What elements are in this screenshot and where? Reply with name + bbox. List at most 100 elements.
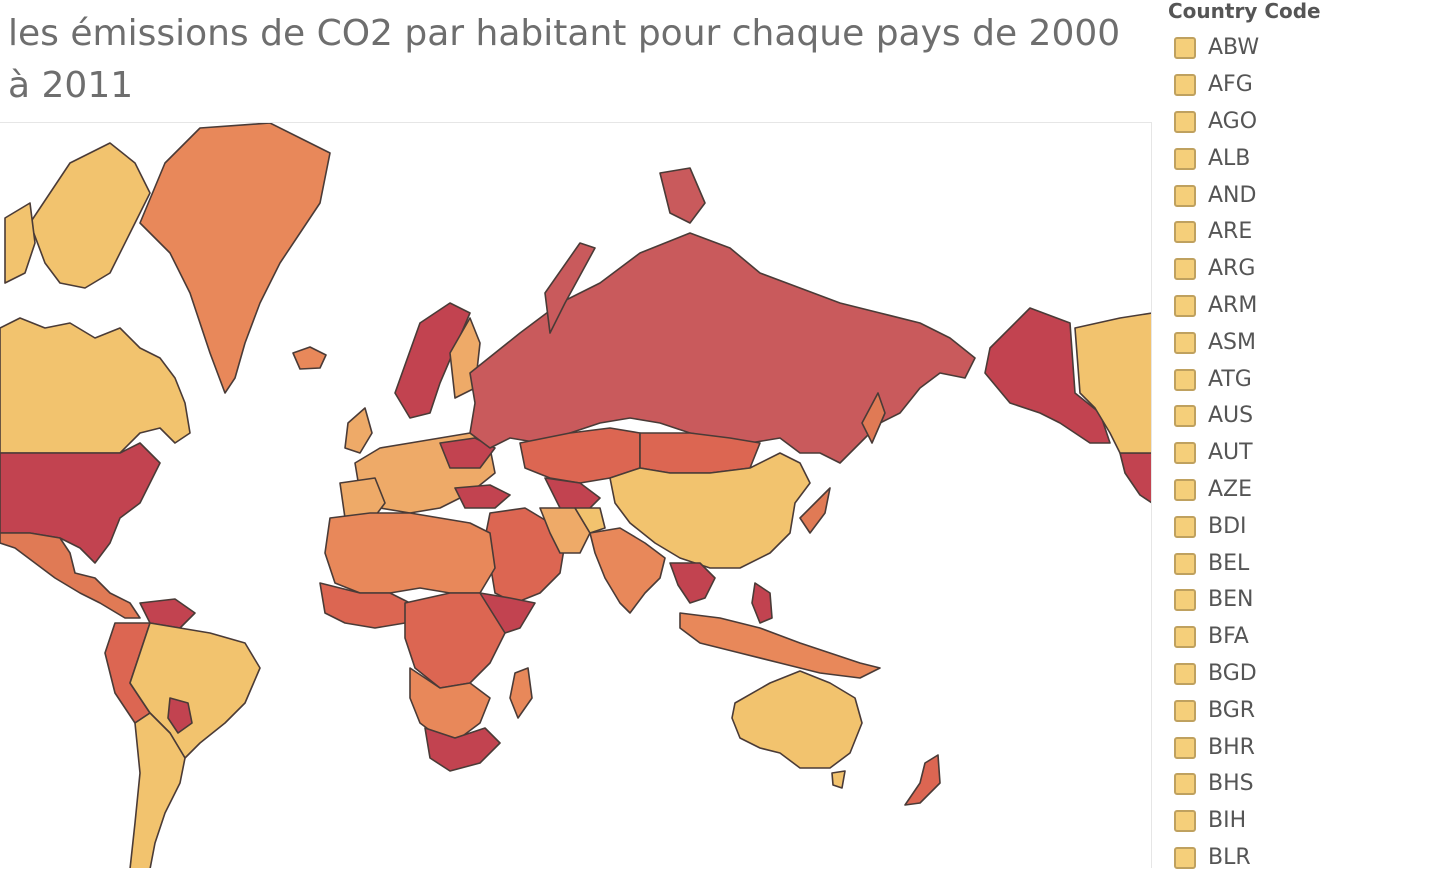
legend-item-aut[interactable]: AUT (1174, 435, 1259, 472)
legend-label: ARE (1208, 219, 1253, 245)
map-region-taymyr[interactable] (659, 167, 706, 224)
legend-swatch (1174, 589, 1196, 612)
legend-item-afg[interactable]: AFG (1174, 67, 1259, 104)
map-region-alaska[interactable] (984, 307, 1111, 444)
legend-item-are[interactable]: ARE (1174, 214, 1259, 251)
legend-swatch (1174, 552, 1196, 575)
legend-label: BFA (1208, 624, 1249, 650)
map-region-arctic-islands-2[interactable] (4, 202, 36, 284)
legend-swatch (1174, 221, 1196, 244)
map-region-east-africa[interactable] (479, 592, 536, 634)
map-region-southern-africa[interactable] (409, 667, 491, 739)
map-region-canada[interactable] (0, 317, 191, 454)
map-region-mexico[interactable] (0, 532, 141, 619)
legend-item-ben[interactable]: BEN (1174, 582, 1259, 619)
legend-item-arm[interactable]: ARM (1174, 288, 1259, 325)
legend-swatch (1174, 773, 1196, 796)
map-region-venezuela[interactable] (139, 598, 196, 629)
map-region-iceland[interactable] (292, 346, 327, 370)
legend-label: BGR (1208, 697, 1256, 723)
map-region-madagascar[interactable] (509, 667, 533, 719)
legend-item-aus[interactable]: AUS (1174, 398, 1259, 435)
legend-label: BEL (1208, 550, 1250, 576)
legend-item-bhs[interactable]: BHS (1174, 766, 1259, 803)
map-region-central-africa[interactable] (404, 592, 506, 689)
map-region-paraguay[interactable] (167, 697, 193, 734)
legend-item-and[interactable]: AND (1174, 177, 1259, 214)
legend-item-bdi[interactable]: BDI (1174, 508, 1259, 545)
map-region-arctic-islands[interactable] (29, 142, 151, 289)
legend-label: ARM (1208, 292, 1258, 318)
legend-swatch (1174, 258, 1196, 281)
legend-label: BGD (1208, 660, 1257, 686)
legend-item-bel[interactable]: BEL (1174, 545, 1259, 582)
map-region-india[interactable] (589, 527, 666, 614)
legend-swatch (1174, 184, 1196, 207)
legend-swatch (1174, 736, 1196, 759)
map-region-sakhalin[interactable] (861, 392, 886, 444)
legend-item-bih[interactable]: BIH (1174, 803, 1259, 840)
legend-label: AFG (1208, 72, 1253, 98)
legend-item-bgd[interactable]: BGD (1174, 656, 1259, 693)
legend-item-asm[interactable]: ASM (1174, 324, 1259, 361)
legend-swatch (1174, 405, 1196, 428)
legend-label: AGO (1208, 108, 1258, 134)
legend-item-bfa[interactable]: BFA (1174, 619, 1259, 656)
choropleth-map[interactable] (0, 122, 1152, 868)
legend-swatch (1174, 331, 1196, 354)
legend: Country Code ABW AFG AGO ALB AND ARE ARG ARM ASM… (1166, 0, 1450, 869)
map-region-greenland[interactable] (139, 123, 331, 394)
legend-label: AUT (1208, 440, 1253, 466)
legend-swatch (1174, 478, 1196, 501)
map-region-philippines[interactable] (751, 582, 773, 624)
legend-swatch (1174, 294, 1196, 317)
map-region-us-west-coast[interactable] (1119, 452, 1152, 504)
legend-swatch (1174, 662, 1196, 685)
legend-swatch (1174, 626, 1196, 649)
legend-item-ago[interactable]: AGO (1174, 104, 1259, 141)
legend-item-alb[interactable]: ALB (1174, 140, 1259, 177)
map-region-indonesia[interactable] (679, 612, 881, 679)
legend-swatch (1174, 368, 1196, 391)
map-region-south-africa[interactable] (424, 727, 501, 772)
legend-label: ARG (1208, 256, 1256, 282)
map-region-north-africa[interactable] (324, 512, 496, 594)
map-region-novaya-zemlya[interactable] (544, 242, 596, 334)
legend-item-aze[interactable]: AZE (1174, 472, 1259, 509)
legend-label: BDI (1208, 513, 1247, 539)
legend-label: ATG (1208, 366, 1252, 392)
legend-swatch (1174, 147, 1196, 170)
map-region-ukraine[interactable] (439, 437, 496, 469)
map-region-australia[interactable] (731, 670, 863, 769)
map-region-central-asia[interactable] (544, 477, 601, 514)
map-region-argentina[interactable] (129, 712, 186, 868)
legend-item-bgr[interactable]: BGR (1174, 692, 1259, 729)
map-region-afghanistan[interactable] (574, 507, 606, 534)
map-region-uk[interactable] (344, 407, 373, 454)
map-region-china[interactable] (609, 452, 811, 569)
legend-swatch (1174, 442, 1196, 465)
legend-swatch (1174, 74, 1196, 97)
legend-title: Country Code (1168, 0, 1321, 23)
map-region-brazil[interactable] (129, 622, 261, 759)
legend-label: AZE (1208, 476, 1253, 502)
legend-label: BHR (1208, 734, 1255, 760)
legend-swatch (1174, 846, 1196, 869)
map-region-russia[interactable] (469, 232, 976, 464)
legend-item-arg[interactable]: ARG (1174, 251, 1259, 288)
map-region-indochina[interactable] (669, 562, 716, 604)
legend-swatch (1174, 37, 1196, 60)
map-region-canada-east-edge[interactable] (1074, 312, 1152, 454)
legend-item-bhr[interactable]: BHR (1174, 729, 1259, 766)
legend-item-blr[interactable]: BLR (1174, 840, 1259, 876)
legend-item-abw[interactable]: ABW (1174, 30, 1259, 67)
map-region-new-zealand[interactable] (904, 754, 941, 806)
map-region-tasmania[interactable] (831, 770, 846, 789)
map-region-korea-japan[interactable] (799, 487, 831, 534)
legend-item-atg[interactable]: ATG (1174, 361, 1259, 398)
legend-label: ASM (1208, 329, 1256, 355)
legend-label: ABW (1208, 35, 1260, 61)
map-region-turkey[interactable] (454, 484, 511, 509)
legend-swatch (1174, 110, 1196, 133)
legend-swatch (1174, 810, 1196, 833)
